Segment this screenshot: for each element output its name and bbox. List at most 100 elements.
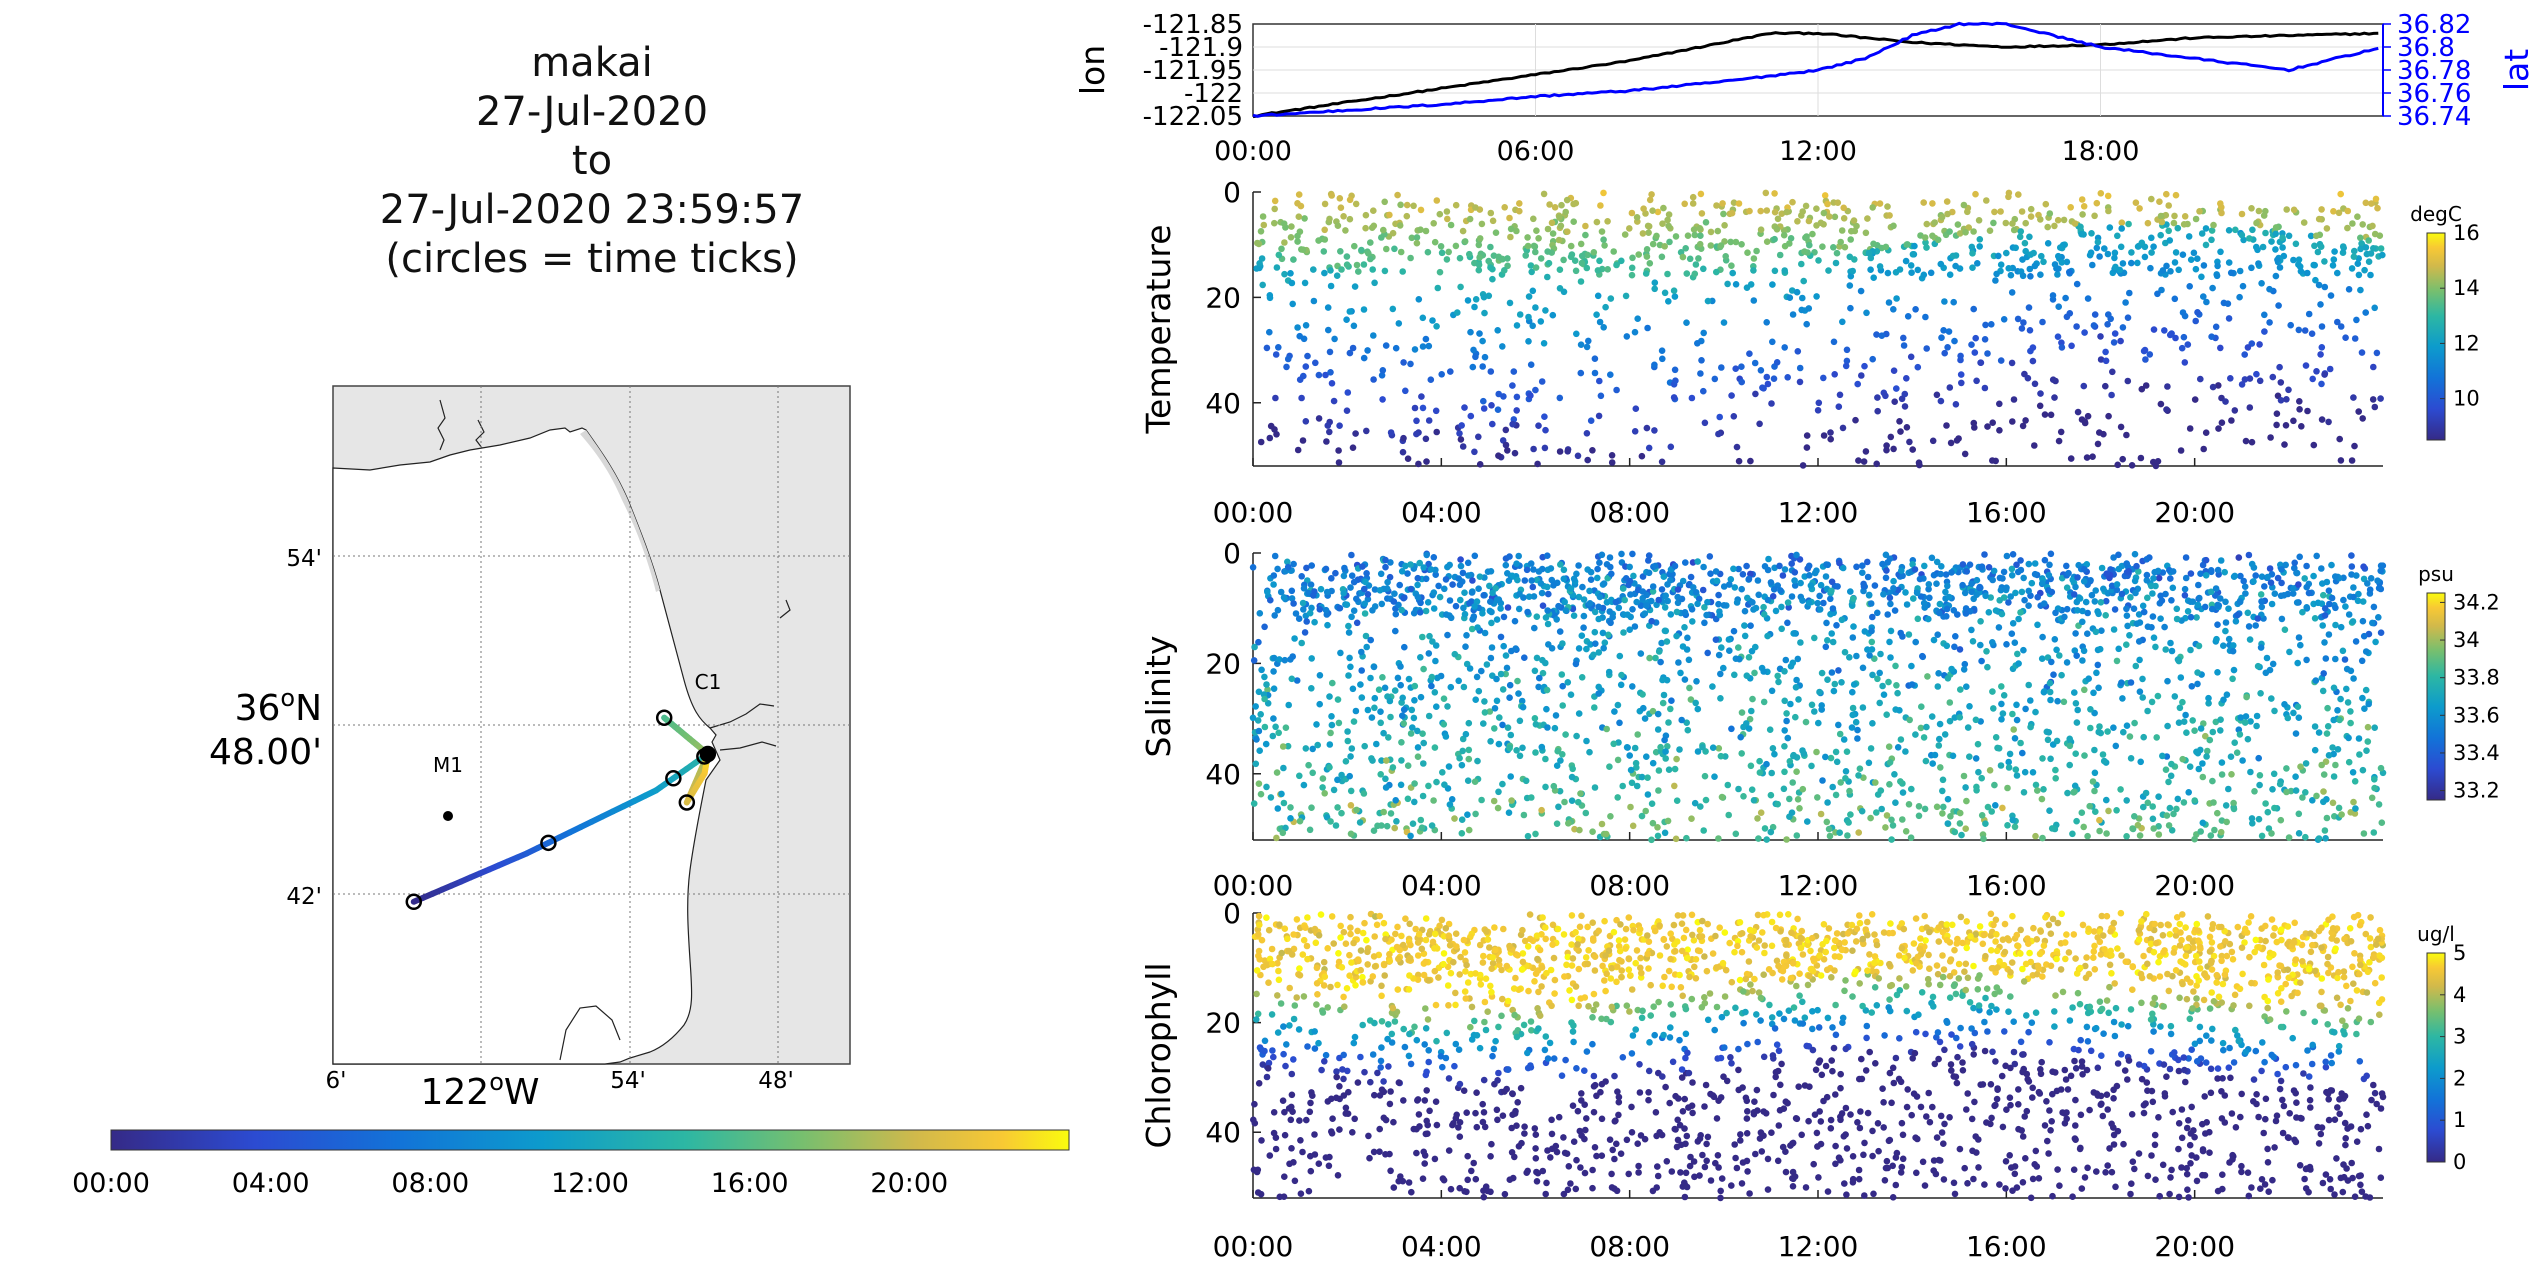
temperature-data-point — [1631, 328, 1639, 336]
river-east-3 — [779, 599, 791, 619]
salinity-data-point — [1483, 661, 1491, 668]
salinity-data-point — [2335, 804, 2343, 812]
salinity-data-point — [1417, 654, 1424, 661]
salinity-data-point — [2126, 733, 2134, 740]
salinity-data-point — [2269, 786, 2276, 793]
salinity-data-point — [1397, 681, 1404, 689]
temperature-data-point — [1346, 215, 1354, 223]
salinity-data-point — [1854, 726, 1861, 734]
temperature-data-point — [2302, 362, 2310, 369]
salinity-data-point — [2235, 554, 2243, 561]
salinity-data-point — [1618, 550, 1625, 558]
salinity-data-point — [2127, 755, 2135, 762]
temperature-data-point — [1289, 300, 1296, 308]
salinity-data-point — [2025, 681, 2032, 689]
temperature-data-point — [1411, 404, 1419, 412]
salinity-data-point — [2063, 562, 2070, 570]
chlorophyll-data-point — [1833, 930, 1841, 937]
temperature-data-point — [1355, 268, 1362, 275]
temperature-data-point — [1815, 399, 1823, 407]
salinity-data-point — [1749, 599, 1756, 606]
salinity-data-point — [1752, 643, 1759, 651]
salinity-data-point — [2034, 621, 2041, 629]
chlorophyll-data-point — [1689, 1079, 1696, 1086]
temperature-data-point — [1716, 413, 1723, 421]
temperature-data-point — [1302, 418, 1310, 425]
salinity-data-point — [1648, 597, 1655, 605]
temperature-data-point — [1916, 461, 1923, 469]
temperature-data-point — [2037, 390, 2044, 397]
salinity-data-point — [2264, 573, 2271, 581]
salinity-data-point — [1461, 589, 1468, 596]
salinity-data-point — [2214, 669, 2221, 676]
salinity-data-point — [1972, 755, 1980, 762]
temperature-data-point — [2331, 248, 2338, 255]
chlorophyll-x-tick-label: 04:00 — [1401, 1230, 1482, 1263]
salinity-data-point — [2311, 615, 2319, 622]
temperature-data-point — [2279, 234, 2286, 242]
temperature-data-point — [2337, 457, 2345, 464]
salinity-data-point — [1850, 681, 1858, 688]
salinity-data-point — [1326, 764, 1333, 771]
salinity-data-point — [1997, 586, 2005, 594]
temperature-data-point — [2067, 455, 2075, 462]
temperature-data-point — [2094, 440, 2102, 448]
temperature-data-point — [1938, 334, 1945, 342]
temperature-data-point — [1389, 229, 1397, 237]
salinity-data-point — [1807, 582, 1815, 589]
temperature-data-point — [2177, 447, 2185, 454]
salinity-data-point — [2245, 551, 2253, 559]
salinity-data-point — [2080, 578, 2088, 585]
salinity-data-point — [1811, 634, 1818, 642]
salinity-data-point — [2153, 734, 2160, 741]
position-x-tick-label: 00:00 — [1214, 136, 1292, 167]
salinity-data-point — [2078, 809, 2086, 816]
temperature-data-point — [2114, 461, 2121, 469]
temperature-data-point — [2026, 327, 2034, 334]
salinity-data-point — [1425, 560, 1432, 568]
temperature-data-point — [1254, 239, 1261, 247]
salinity-data-point — [1864, 573, 1872, 581]
salinity-data-point — [1555, 803, 1562, 811]
temperature-data-point — [1689, 200, 1697, 207]
temperature-data-point — [2022, 247, 2029, 255]
temperature-data-point — [1757, 207, 1764, 215]
temperature-data-point — [2283, 396, 2290, 403]
chlorophyll-data-point — [1830, 944, 1838, 952]
salinity-data-point — [2045, 571, 2053, 579]
salinity-data-point — [2092, 628, 2100, 636]
salinity-data-point — [1558, 671, 1566, 678]
salinity-data-point — [1687, 696, 1695, 703]
salinity-data-point — [2173, 615, 2181, 623]
salinity-data-point — [1820, 599, 1827, 607]
salinity-data-point — [1883, 812, 1891, 819]
temperature-data-point — [1646, 260, 1654, 267]
chlorophyll-data-point — [1476, 941, 1484, 949]
temperature-data-point — [1530, 242, 1538, 250]
salinity-data-point — [1931, 751, 1939, 759]
temperature-data-point — [1649, 240, 1657, 248]
salinity-data-point — [1941, 731, 1949, 738]
salinity-data-point — [1691, 799, 1699, 807]
temperature-data-point — [1789, 198, 1796, 206]
salinity-data-point — [2127, 594, 2134, 601]
lon-tick-label: -121.9 — [1159, 33, 1243, 63]
temperature-data-point — [1295, 191, 1303, 198]
salinity-data-point — [1944, 820, 1952, 827]
temperature-data-point — [1876, 200, 1884, 207]
salinity-data-point — [1915, 812, 1923, 820]
temperature-x-tick-label: 04:00 — [1401, 496, 1482, 529]
temperature-data-point — [1320, 248, 1328, 255]
salinity-data-point — [2242, 590, 2249, 597]
temperature-data-point — [1480, 293, 1488, 301]
salinity-data-point — [1952, 633, 1959, 640]
temperature-data-point — [1271, 197, 1279, 205]
salinity-data-point — [2285, 834, 2293, 841]
chlorophyll-data-point — [2085, 925, 2092, 933]
temperature-data-point — [1730, 199, 1738, 206]
salinity-data-point — [1882, 551, 1890, 559]
salinity-data-point — [1982, 592, 1989, 600]
temperature-data-point — [2117, 243, 2125, 251]
temperature-data-point — [2198, 273, 2205, 281]
temperature-data-point — [2062, 294, 2069, 302]
